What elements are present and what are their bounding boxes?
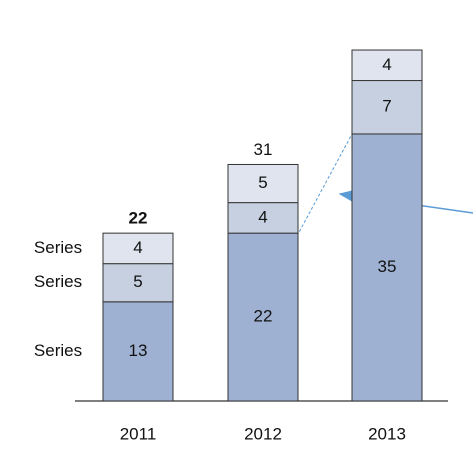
data-label: 22 [254,307,273,326]
x-tick-label: 2011 [120,424,157,443]
bar-segment [102,301,174,402]
data-label: 5 [133,272,142,291]
data-label: 7 [382,97,391,116]
x-tick-label: 2013 [368,424,406,443]
bar-segment [351,80,423,135]
total-label: 22 [129,209,148,228]
data-label: 13 [129,341,148,360]
data-label: 4 [258,207,267,226]
data-label: 5 [258,173,267,192]
legend-label: Series [34,238,82,257]
data-label: 4 [133,238,142,257]
x-tick-label: 2012 [244,424,282,443]
bar-segment [227,163,299,204]
legend-label: Series [34,341,82,360]
bar-segment [102,232,174,265]
total-label: 31 [254,140,273,159]
legend-label: Series [34,272,82,291]
connector-line [296,133,353,237]
data-label: 4 [382,55,391,74]
bar-segment [351,49,423,82]
bar-segment [227,232,299,402]
bar-segment [351,133,423,402]
data-label: 35 [378,257,397,276]
